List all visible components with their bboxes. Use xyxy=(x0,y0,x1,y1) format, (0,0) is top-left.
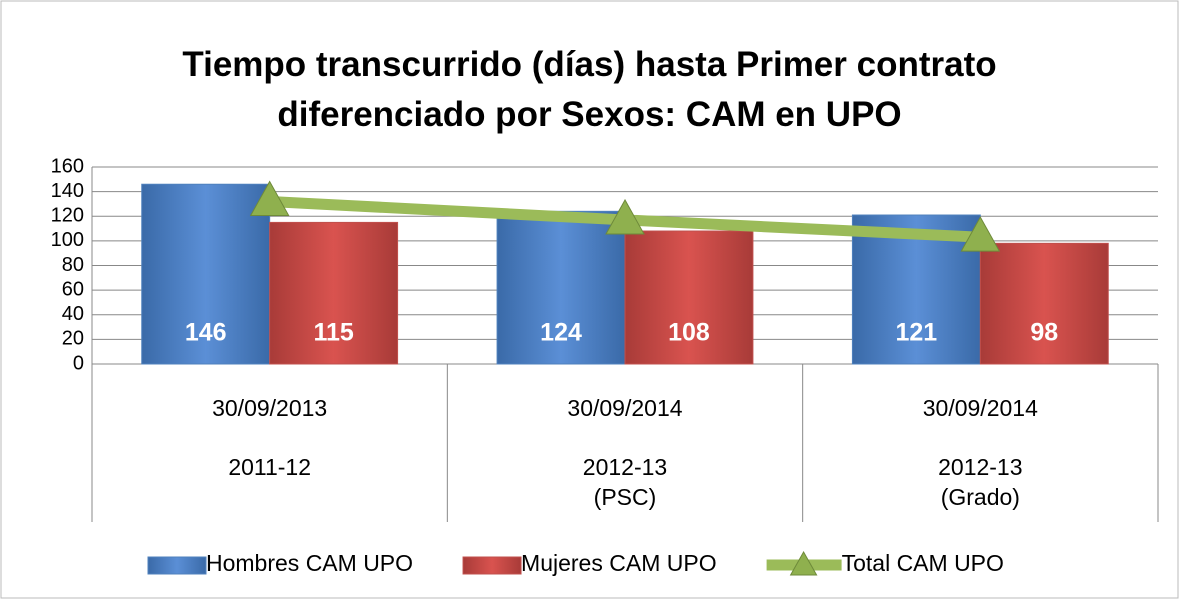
bar xyxy=(269,221,399,365)
legend-label: Total CAM UPO xyxy=(842,550,1004,576)
x-subtick-label: 2012-13 (PSC) xyxy=(582,454,668,510)
data-label: 108 xyxy=(668,319,710,347)
x-subtick-label: 2011-12 xyxy=(228,454,312,480)
y-tick-label: 60 xyxy=(62,278,84,300)
y-tick-label: 0 xyxy=(73,352,84,374)
legend-marker xyxy=(789,550,818,576)
y-tick-label: 40 xyxy=(62,303,84,325)
y-tick-label: 80 xyxy=(62,254,84,276)
legend-label: Hombres CAM UPO xyxy=(206,550,413,576)
line-marker xyxy=(605,198,645,235)
y-tick-label: 100 xyxy=(51,229,84,251)
y-tick-label: 20 xyxy=(62,328,84,350)
x-tick-label: 30/09/2014 xyxy=(922,395,1038,421)
x-subtick-label: 2012-13 (Grado) xyxy=(938,454,1023,510)
chart-title: Tiempo transcurrido (días) hasta Primer … xyxy=(182,45,997,134)
data-label: 98 xyxy=(1030,319,1058,347)
data-label: 124 xyxy=(540,319,582,347)
bar xyxy=(624,230,754,365)
data-label: 146 xyxy=(185,319,227,347)
y-tick-label: 140 xyxy=(51,180,84,202)
bar xyxy=(979,242,1109,365)
line-marker xyxy=(960,216,1001,252)
data-label: 115 xyxy=(313,319,353,347)
legend-label: Mujeres CAM UPO xyxy=(521,550,717,576)
legend-swatch xyxy=(462,556,522,575)
line-marker xyxy=(249,180,290,216)
x-tick-label: 30/09/2013 xyxy=(212,395,328,421)
bar xyxy=(496,210,626,365)
y-tick-label: 160 xyxy=(51,155,84,177)
x-tick-label: 30/09/2014 xyxy=(567,395,683,421)
data-label: 121 xyxy=(896,319,938,347)
bar xyxy=(851,214,981,365)
y-tick-label: 120 xyxy=(51,205,84,227)
bar xyxy=(141,183,271,365)
legend-swatch xyxy=(147,556,207,575)
